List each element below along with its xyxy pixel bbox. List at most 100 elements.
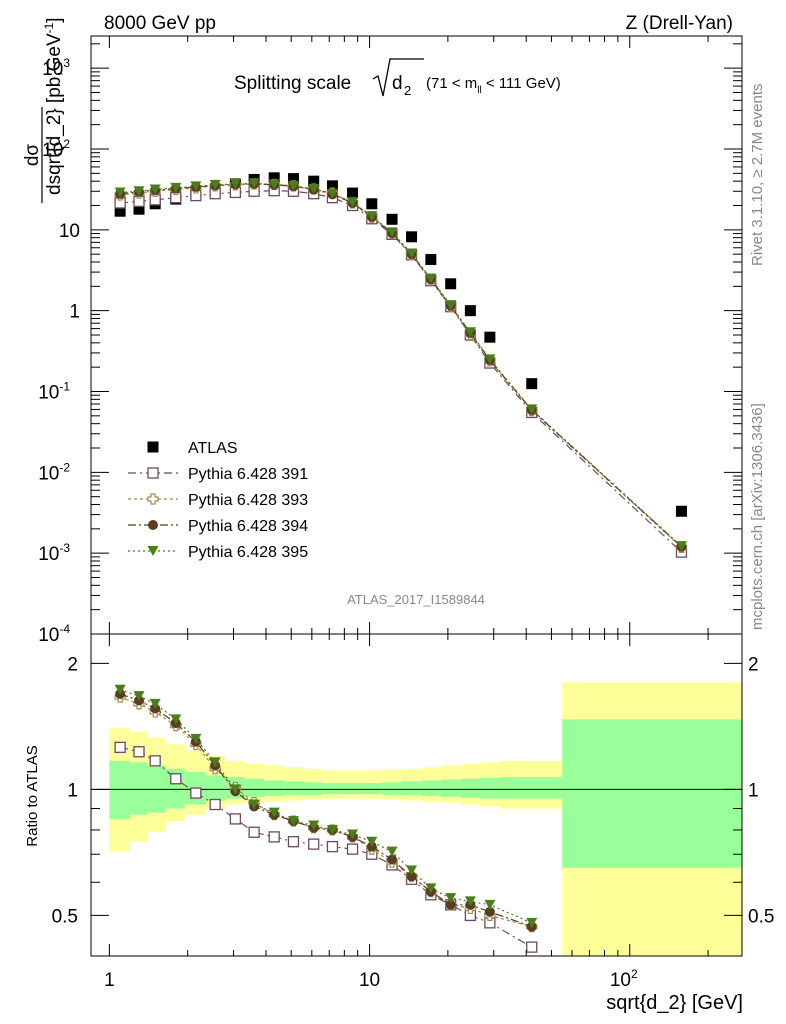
- data-point: [445, 300, 457, 311]
- ratio-series-p395: [114, 684, 538, 928]
- title-text: Splitting scale: [234, 73, 351, 94]
- y-tick-label: 10: [59, 221, 80, 242]
- data-point: [268, 831, 280, 843]
- data-point: [425, 273, 437, 284]
- legend-item-p391: Pythia 6.428 391: [128, 466, 308, 483]
- data-point: [114, 187, 126, 198]
- data-point: [406, 871, 417, 882]
- data-point: [287, 836, 300, 848]
- band-inner-segment: [342, 783, 363, 794]
- data-point: [170, 182, 182, 193]
- band-inner-segment: [264, 780, 285, 796]
- data-point: [268, 179, 280, 190]
- data-point: [209, 757, 221, 768]
- data-point: [326, 840, 339, 853]
- legend-label: Pythia 6.428 394: [188, 518, 308, 535]
- data-point: [386, 227, 398, 238]
- data-point: [287, 173, 299, 185]
- band-inner-segment: [421, 780, 441, 796]
- band-inner-segment: [284, 781, 305, 795]
- data-point: [308, 184, 320, 195]
- data-point: [386, 846, 398, 857]
- data-point: [147, 441, 159, 453]
- data-point: [149, 698, 161, 709]
- data-point: [445, 899, 456, 910]
- data-point: [526, 404, 538, 415]
- y-tick-label-right: 2: [748, 654, 759, 675]
- ratio-y-ticks: 0.5 0.5 1 1 2 2: [52, 654, 775, 927]
- band-inner-segment: [440, 779, 461, 797]
- data-point: [170, 714, 182, 725]
- data-point: [347, 197, 359, 208]
- ratio-frame: [90, 633, 743, 957]
- band-inner-segment: [322, 783, 343, 794]
- data-point: [366, 198, 378, 210]
- band-inner-segment: [401, 781, 422, 795]
- data-point: [209, 798, 221, 811]
- data-point: [190, 787, 202, 799]
- rivet-version-label: Rivet 3.1.10, ≥ 2.7M events: [749, 84, 766, 267]
- header-right: Z (Drell-Yan): [626, 13, 733, 34]
- data-point: [406, 248, 418, 259]
- data-point: [147, 493, 159, 505]
- data-point: [387, 854, 398, 865]
- data-point: [346, 843, 359, 855]
- data-point: [248, 799, 260, 810]
- band-inner-segment: [109, 760, 130, 819]
- data-point: [326, 180, 338, 192]
- analysis-watermark: ATLAS_2017_I1589844: [347, 592, 485, 607]
- ylabel-denominator: dsqrt{d_2} [pb,GeV-1]: [42, 17, 65, 195]
- data-point: [366, 836, 378, 847]
- main-x-ticks: [108, 36, 709, 634]
- data-point: [287, 180, 299, 191]
- band-inner-segment: [129, 762, 148, 815]
- y-tick-label: 10-1: [38, 380, 70, 404]
- data-point: [326, 188, 338, 199]
- data-point: [326, 824, 338, 835]
- data-point: [386, 213, 398, 225]
- data-point: [170, 773, 182, 785]
- data-point: [190, 181, 202, 192]
- data-point: [114, 205, 126, 217]
- data-point: [149, 755, 161, 767]
- data-point: [464, 327, 476, 338]
- y-tick-label-right: 0.5: [748, 906, 774, 927]
- y-tick-label: 10-3: [38, 541, 70, 565]
- data-point: [229, 813, 242, 825]
- ratio-series-group: [114, 684, 538, 953]
- data-point: [445, 278, 457, 290]
- data-point: [675, 505, 687, 517]
- band-inner-segment: [205, 775, 226, 801]
- data-point: [114, 684, 126, 695]
- data-point: [526, 941, 538, 953]
- data-point: [190, 733, 202, 744]
- data-point: [425, 883, 437, 894]
- x-tick-label: 102: [610, 967, 638, 991]
- data-point: [484, 354, 496, 365]
- data-point: [229, 178, 241, 189]
- data-point: [147, 546, 159, 556]
- data-point: [425, 253, 437, 265]
- x-axis-label: sqrt{d_2} [GeV]: [606, 992, 743, 1014]
- band-inner-segment: [460, 778, 481, 798]
- data-point: [308, 175, 320, 187]
- legend-item-p395: Pythia 6.428 395: [128, 544, 308, 561]
- band-inner-segment: [562, 719, 742, 868]
- legend: ATLAS Pythia 6.428 391 Pythia 6.428 393 Pyt…: [128, 440, 308, 561]
- band-inner-segment: [480, 777, 500, 799]
- legend-label: Pythia 6.428 391: [188, 466, 308, 483]
- data-point: [484, 331, 496, 343]
- header-left: 8000 GeV pp: [104, 13, 216, 34]
- uncertainty-bands: [109, 682, 742, 956]
- data-point: [248, 826, 260, 838]
- legend-item-data: ATLAS: [147, 440, 238, 457]
- title-math-sub: 2: [404, 83, 411, 98]
- band-inner-segment: [382, 782, 402, 795]
- y-tick-label: 1: [69, 302, 80, 323]
- data-point: [133, 746, 145, 758]
- data-point: [464, 305, 476, 317]
- y-tick-label-right: 1: [748, 780, 759, 801]
